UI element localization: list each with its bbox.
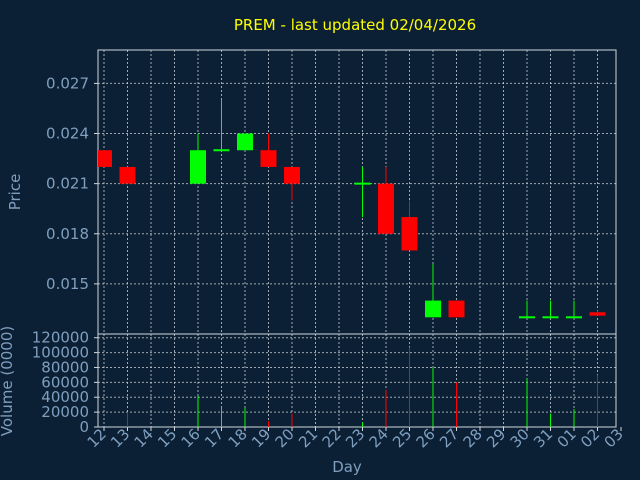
candle-16 [190,133,206,184]
candle-body [354,182,371,185]
candle-body [401,217,418,251]
price-tick-label: 0.027 [46,74,89,92]
volume-tick-label: 0 [79,418,89,436]
x-tick-label: 18 [225,425,251,451]
x-tick-label: 16 [178,425,204,451]
x-tick-label: 27 [436,425,462,451]
x-tick-label: 26 [413,425,439,451]
chart-title: PREM - last updated 02/04/2026 [234,16,476,34]
candle-19 [260,133,277,167]
volume-tick-label: 20000 [41,403,89,421]
x-tick-label: 17 [201,425,227,451]
candle-body [378,183,394,234]
x-tick-label: 25 [389,425,415,451]
x-tick-label: 22 [319,425,345,451]
candle-26 [425,263,441,318]
price-tick-label: 0.015 [46,275,89,293]
candle-02 [589,310,606,316]
volume-axis-label: Volume (0000) [0,326,16,436]
price-axis-label: Price [6,174,24,211]
x-tick-label: 24 [366,425,392,451]
candle-13 [119,166,136,184]
candle-23 [354,166,371,218]
candle-17 [213,100,230,152]
x-tick-label: 19 [248,425,274,451]
candle-body [542,316,559,319]
volume-tick-label: 100000 [32,344,89,362]
price-tick-label: 0.021 [46,175,89,193]
candle-body [260,150,277,167]
price-frame [97,49,617,335]
candle-27 [448,300,465,318]
candle-body [213,149,230,152]
volume-tick-label: 80000 [41,358,89,376]
candle-25 [401,200,418,251]
candle-body [98,150,112,167]
x-tick-label: 20 [272,425,298,451]
candle-body [190,150,206,184]
candle-24 [378,166,394,234]
candle-12 [98,150,112,167]
candle-body [589,312,606,316]
candle-body [448,300,465,318]
candle-body [566,316,582,319]
x-tick-label: 15 [154,425,180,451]
x-tick-label: 14 [131,425,157,451]
x-tick-label: 02 [577,425,603,451]
x-tick-label: 13 [107,425,133,451]
volume-tick-label: 120000 [32,329,89,347]
volume-frame [97,333,617,428]
x-tick-label: 31 [530,425,556,451]
price-panel: 0.015 0.018 0.021 0.024 0.027 [46,49,617,335]
x-tick-label: 28 [460,425,486,451]
volume-tick-label: 40000 [41,388,89,406]
x-tick-label: 01 [554,425,580,451]
candle-body [425,300,441,318]
x-axis-label: Day [332,458,362,476]
candle-body [519,316,535,319]
x-tick-label: 30 [507,425,533,451]
x-tick-label: 23 [342,425,368,451]
candle-31 [542,300,559,319]
x-tick-label: 03 [601,425,627,451]
candle-body [284,166,300,184]
price-tick-label: 0.018 [46,225,89,243]
x-tick-label: 29 [483,425,509,451]
x-tick-label: 21 [295,425,321,451]
volume-tick-label: 60000 [41,373,89,391]
price-tick-label: 0.024 [46,125,89,143]
candle-body [237,133,253,151]
candle-18 [237,133,253,151]
candle-20 [284,166,300,201]
candle-01 [566,300,582,319]
candle-30 [519,300,535,319]
candle-body [119,166,136,184]
